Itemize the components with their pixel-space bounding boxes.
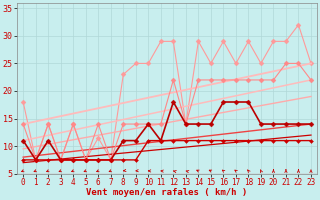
X-axis label: Vent moyen/en rafales ( km/h ): Vent moyen/en rafales ( km/h ) [86, 188, 248, 197]
